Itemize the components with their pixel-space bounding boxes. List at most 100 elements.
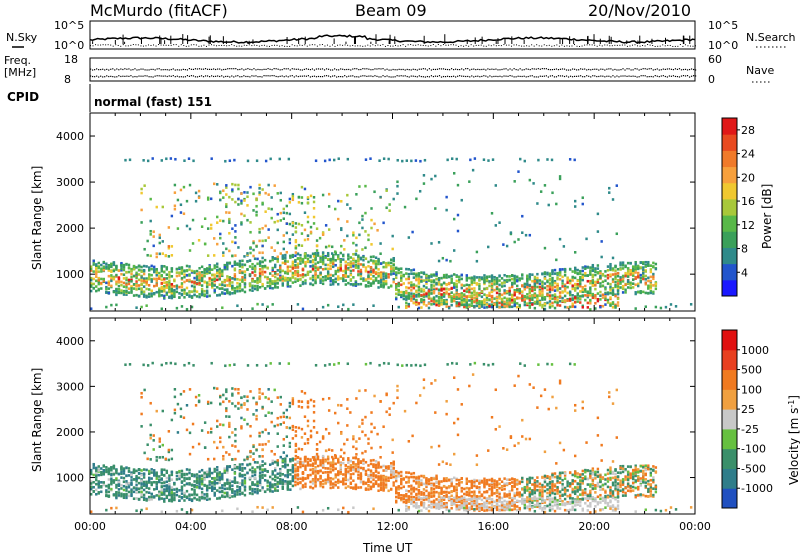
freq-dot [299, 69, 301, 71]
power-cell [221, 291, 224, 294]
power-cell [311, 258, 315, 262]
freq-dot [537, 68, 539, 70]
power-cell [314, 276, 317, 280]
noise-search-dot [274, 44, 276, 46]
power-cell [425, 286, 428, 289]
power-cell [427, 293, 431, 297]
power-cell [430, 288, 433, 292]
power-cell [284, 253, 287, 257]
velocity-cell [198, 498, 201, 502]
power-cell [455, 279, 458, 283]
power-cell [364, 230, 367, 233]
power-cell [334, 269, 337, 273]
power-cell [354, 263, 358, 267]
freq-dot [499, 69, 501, 71]
velocity-cell [95, 492, 98, 496]
noise-search-dot [634, 44, 636, 46]
power-cell [115, 267, 118, 270]
power-cell [475, 301, 479, 305]
power-cell [566, 306, 569, 309]
nave-dot [467, 75, 469, 78]
power-cell [344, 274, 348, 277]
power-cell [387, 275, 390, 279]
power-cell [541, 306, 544, 309]
power-cell [294, 263, 297, 267]
power-cell [634, 307, 637, 310]
noise-search-dot [349, 45, 351, 47]
power-cell [400, 290, 403, 294]
power-cell [285, 250, 289, 254]
nave-dot [108, 75, 110, 78]
freq-dot [194, 68, 197, 70]
power-cell [135, 272, 138, 276]
velocity-cell [163, 488, 166, 491]
velocity-cell [170, 493, 174, 496]
power-cell [516, 305, 519, 309]
power-cell [490, 286, 494, 289]
nave-dot [477, 75, 479, 77]
nave-dot [692, 75, 695, 77]
power-cell [195, 282, 199, 286]
freq-dot [356, 68, 358, 70]
velocity-cell [155, 473, 158, 477]
freq-dot [261, 69, 263, 71]
power-cell [294, 273, 297, 277]
nave-dot [459, 75, 461, 77]
noise-search-dot [362, 45, 364, 47]
nave-dot [686, 75, 689, 77]
velocity-cell [165, 489, 169, 493]
power-cell [473, 293, 476, 297]
power-cell [571, 270, 574, 273]
power-cell [321, 276, 325, 279]
power-cell [160, 264, 163, 268]
power-cell [536, 272, 539, 276]
nave-dot [382, 75, 384, 77]
power-cell [100, 277, 103, 281]
power-cell [510, 274, 514, 277]
power-cell [521, 290, 524, 293]
nave-dot [612, 75, 614, 77]
freq-dot [283, 68, 285, 70]
noise-search-dot [483, 45, 485, 47]
power-cell [561, 299, 564, 303]
power-cell [213, 264, 216, 267]
power-cell [516, 279, 519, 283]
power-cell [654, 267, 658, 271]
power-cell [270, 246, 273, 249]
power-cell [286, 265, 290, 269]
power-cell [415, 278, 418, 282]
power-cell [258, 272, 262, 275]
freq-dot [571, 68, 574, 70]
nave-dot [356, 76, 358, 78]
noise-search-dot [286, 45, 288, 47]
freq-dot [487, 68, 489, 70]
power-cell [179, 211, 183, 214]
velocity-cell [185, 489, 189, 493]
power-cell [556, 277, 559, 281]
power-cell [465, 290, 469, 293]
velocity-cell [135, 476, 138, 479]
nave-dot [418, 75, 420, 77]
freq-dot [505, 68, 507, 70]
nave-dot [162, 75, 164, 77]
power-cell [163, 296, 166, 299]
power-cell [276, 228, 279, 232]
power-cell [145, 279, 148, 283]
power-cell [473, 287, 476, 290]
power-cell [432, 274, 436, 277]
freq-dot [551, 69, 554, 71]
power-cell [281, 257, 284, 260]
power-cell [130, 285, 133, 288]
power-cell [425, 282, 428, 285]
power-cell [285, 204, 289, 208]
velocity-cell [205, 475, 209, 479]
freq-dot [221, 69, 223, 71]
power-cell [238, 264, 242, 268]
power-cell [130, 269, 133, 273]
velocity-cell [130, 481, 133, 485]
power-cell [301, 273, 305, 276]
power-cell [246, 191, 249, 194]
power-cell [379, 280, 383, 284]
power-cell [146, 253, 149, 257]
power-cell [604, 287, 607, 291]
